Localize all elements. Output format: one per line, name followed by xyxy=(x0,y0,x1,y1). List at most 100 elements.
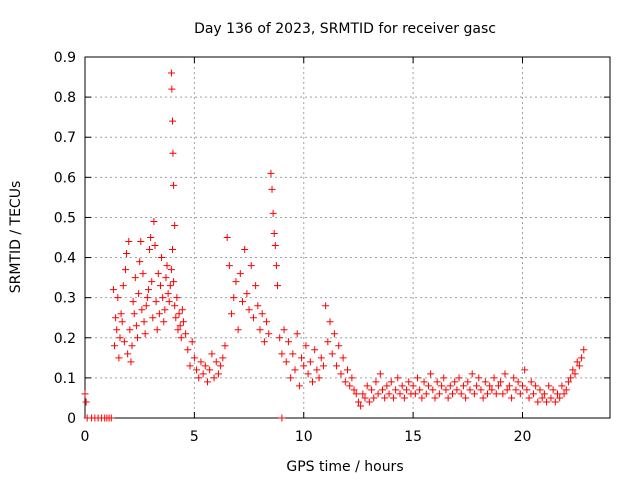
data-point xyxy=(319,362,327,370)
data-point xyxy=(457,390,465,398)
data-point xyxy=(150,217,158,225)
data-point xyxy=(357,402,365,410)
data-point xyxy=(276,334,284,342)
data-point xyxy=(159,294,167,302)
data-point xyxy=(359,390,367,398)
data-point xyxy=(291,366,299,374)
data-point xyxy=(326,318,334,326)
data-point xyxy=(217,362,225,370)
data-point xyxy=(118,318,126,326)
data-point xyxy=(379,386,386,394)
data-point xyxy=(82,398,90,406)
data-point xyxy=(154,270,162,278)
data-point xyxy=(556,394,564,402)
x-tick-label: 15 xyxy=(404,429,422,445)
data-point xyxy=(165,298,173,306)
data-point xyxy=(268,185,276,193)
data-point xyxy=(352,390,360,398)
y-tick-label: 0.9 xyxy=(54,50,76,66)
data-point xyxy=(144,286,152,294)
data-point xyxy=(414,374,421,382)
data-point xyxy=(494,382,502,390)
data-point xyxy=(130,310,138,318)
data-point xyxy=(538,394,546,402)
data-point xyxy=(193,366,201,374)
data-point xyxy=(422,390,430,398)
data-point xyxy=(126,326,134,334)
data-point xyxy=(117,310,125,318)
data-point xyxy=(540,390,548,398)
data-point xyxy=(575,362,583,370)
data-point xyxy=(167,266,175,274)
data-point xyxy=(381,394,389,402)
data-point xyxy=(219,354,227,362)
data-point xyxy=(547,394,555,402)
data-point xyxy=(330,330,338,338)
data-point xyxy=(503,386,511,394)
data-point xyxy=(129,298,137,306)
data-point xyxy=(477,386,485,394)
data-point xyxy=(149,314,157,322)
data-point xyxy=(274,282,281,290)
data-point xyxy=(179,318,187,326)
data-point xyxy=(138,306,146,314)
x-tick-labels: 0 5 10 15 20 xyxy=(81,429,532,445)
data-point xyxy=(374,390,382,398)
data-point xyxy=(168,85,176,93)
data-point xyxy=(468,370,476,378)
data-point xyxy=(580,346,588,354)
data-point xyxy=(239,298,246,306)
data-point xyxy=(304,370,312,378)
data-point xyxy=(387,378,395,386)
data-point xyxy=(137,238,145,246)
data-point xyxy=(315,374,323,382)
data-point xyxy=(372,378,380,386)
data-point xyxy=(254,302,262,310)
data-point xyxy=(400,394,408,402)
data-point xyxy=(573,358,581,366)
data-point xyxy=(195,374,203,382)
data-point xyxy=(136,258,144,266)
data-point xyxy=(232,278,240,286)
data-point xyxy=(139,270,147,278)
data-point xyxy=(208,350,216,358)
data-point xyxy=(210,374,218,382)
data-point xyxy=(214,370,222,378)
y-tick-label: 0.2 xyxy=(54,331,76,347)
data-point xyxy=(170,181,178,189)
data-point xyxy=(171,302,179,310)
data-point xyxy=(560,390,568,398)
data-point xyxy=(337,370,345,378)
data-point xyxy=(140,318,148,326)
data-point xyxy=(265,330,273,338)
data-point xyxy=(169,117,176,125)
data-point xyxy=(241,246,249,254)
data-point xyxy=(169,149,177,157)
data-point xyxy=(394,374,402,382)
data-point xyxy=(442,386,450,394)
data-point xyxy=(479,394,487,402)
data-point xyxy=(564,378,572,386)
data-point xyxy=(161,306,169,314)
data-point xyxy=(178,306,186,314)
data-point xyxy=(230,294,238,302)
data-point xyxy=(173,294,181,302)
y-tick-label: 0.3 xyxy=(54,291,76,307)
data-point xyxy=(429,386,437,394)
data-point xyxy=(278,350,286,358)
data-point xyxy=(190,354,198,362)
data-point xyxy=(124,350,132,358)
data-point xyxy=(543,398,551,406)
data-point xyxy=(252,282,260,290)
y-tick-label: 0.6 xyxy=(54,170,76,186)
data-point xyxy=(125,238,133,246)
data-point xyxy=(260,338,268,346)
data-point xyxy=(135,290,143,298)
data-point xyxy=(536,386,544,394)
data-point xyxy=(411,390,419,398)
data-point xyxy=(333,362,341,370)
data-point xyxy=(114,294,122,302)
x-tick-label: 5 xyxy=(190,429,199,445)
data-point xyxy=(270,229,278,237)
data-point xyxy=(514,378,522,386)
